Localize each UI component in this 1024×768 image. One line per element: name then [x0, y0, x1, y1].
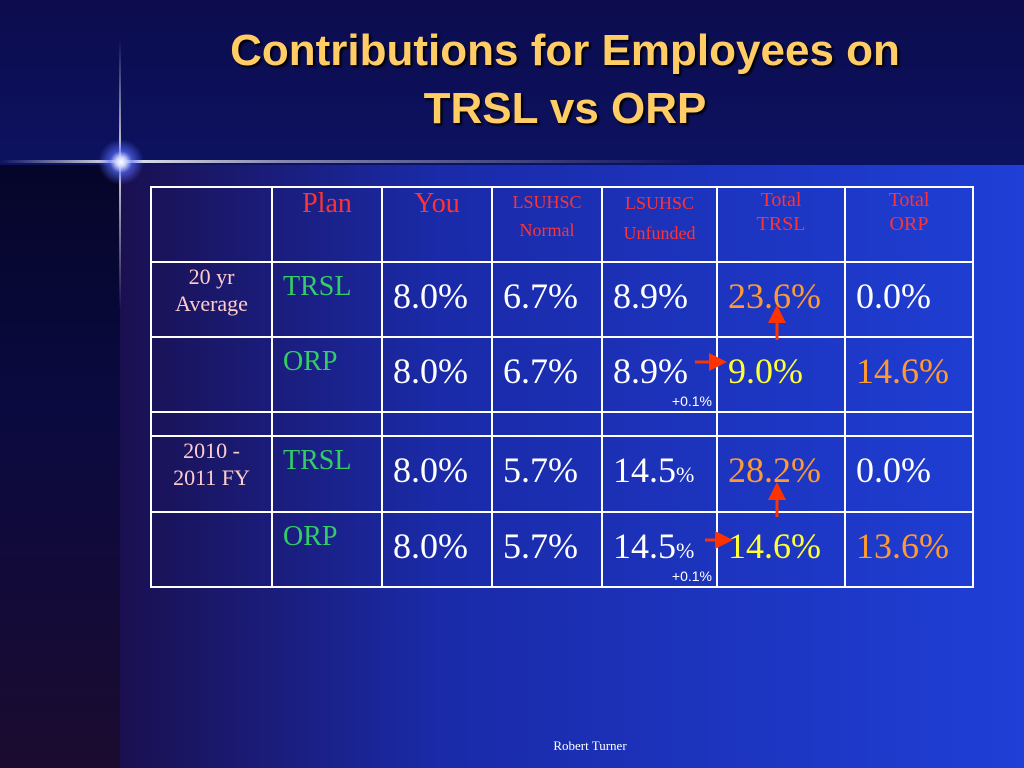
header-total-trsl: Total TRSL	[716, 186, 846, 263]
unfunded-value: 14.5	[613, 526, 676, 566]
plan-cell: ORP	[271, 511, 383, 588]
table-header-row: Plan You LSUHSC Normal LSUHSC Unfunded T…	[150, 186, 974, 263]
plan-cell: ORP	[271, 336, 383, 413]
unfunded-cell: 14.5%	[601, 435, 718, 513]
spacer-cell	[271, 411, 383, 437]
unfunded-value: 8.9%	[613, 351, 688, 391]
unfunded-cell: 8.9% +0.1%	[601, 336, 718, 413]
spacer-cell	[844, 411, 974, 437]
slide-title-line1: Contributions for Employees on	[230, 26, 900, 75]
table-row: ORP 8.0% 6.7% 8.9% +0.1% 9.0% 14.6%	[150, 336, 974, 413]
total-orp-cell: 0.0%	[844, 435, 974, 513]
header-lsuhsc-normal: LSUHSC Normal	[491, 186, 603, 263]
spacer-row	[150, 411, 974, 437]
total-trsl-cell: 28.2%	[716, 435, 846, 513]
total-orp-cell: 14.6%	[844, 336, 974, 413]
star-flare-icon	[98, 139, 144, 185]
unfunded-cell: 8.9%	[601, 261, 718, 338]
unfunded-percent-sign: %	[676, 538, 695, 563]
you-cell: 8.0%	[381, 511, 493, 588]
header-lsuhsc-unfunded-line2: Unfunded	[623, 223, 696, 243]
slide-footer-author: Robert Turner	[553, 738, 627, 753]
unfunded-percent-sign: %	[676, 462, 695, 487]
total-trsl-cell: 14.6%	[716, 511, 846, 588]
table-row: ORP 8.0% 5.7% 14.5% +0.1% 14.6% 13.6%	[150, 511, 974, 588]
row-group-empty-cell	[150, 511, 273, 588]
horizontal-light-streak	[0, 160, 700, 163]
normal-cell: 6.7%	[491, 261, 603, 338]
contributions-table: Plan You LSUHSC Normal LSUHSC Unfunded T…	[150, 186, 974, 588]
header-lsuhsc-normal-line2: Normal	[519, 220, 575, 240]
unfunded-value: 14.5	[613, 450, 676, 490]
row-group-label-line1: 20 yr	[188, 264, 235, 289]
header-total-orp-line1: Total	[888, 189, 930, 211]
header-plan: Plan	[271, 186, 383, 263]
spacer-cell	[716, 411, 846, 437]
header-total-orp-line2: ORP	[889, 213, 929, 235]
row-group-label: 20 yr Average	[150, 261, 273, 338]
spacer-cell	[601, 411, 718, 437]
unfunded-cell: 14.5% +0.1%	[601, 511, 718, 588]
row-group-empty-cell	[150, 336, 273, 413]
delta-note: +0.1%	[671, 568, 712, 584]
row-group-label: 2010 - 2011 FY	[150, 435, 273, 513]
you-cell: 8.0%	[381, 435, 493, 513]
table-row: 2010 - 2011 FY TRSL 8.0% 5.7% 14.5% 28.2…	[150, 435, 974, 513]
total-orp-cell: 0.0%	[844, 261, 974, 338]
slide-title-line2: TRSL vs ORP	[423, 84, 707, 133]
header-total-trsl-line2: TRSL	[756, 213, 806, 235]
you-cell: 8.0%	[381, 261, 493, 338]
total-orp-cell: 13.6%	[844, 511, 974, 588]
header-total-trsl-line1: Total	[760, 189, 802, 211]
header-total-orp: Total ORP	[844, 186, 974, 263]
background-left-panel	[0, 165, 120, 768]
row-group-label-line2: 2011 FY	[173, 465, 250, 490]
total-trsl-cell: 9.0%	[716, 336, 846, 413]
header-empty-cell	[150, 186, 273, 263]
total-trsl-cell: 23.6%	[716, 261, 846, 338]
spacer-cell	[381, 411, 493, 437]
normal-cell: 6.7%	[491, 336, 603, 413]
row-group-label-line2: Average	[175, 291, 248, 316]
you-cell: 8.0%	[381, 336, 493, 413]
header-you: You	[381, 186, 493, 263]
spacer-cell	[491, 411, 603, 437]
header-lsuhsc-unfunded: LSUHSC Unfunded	[601, 186, 718, 263]
spacer-cell	[150, 411, 273, 437]
plan-cell: TRSL	[271, 261, 383, 338]
table-row: 20 yr Average TRSL 8.0% 6.7% 8.9% 23.6% …	[150, 261, 974, 338]
row-group-label-line1: 2010 -	[183, 438, 240, 463]
background-top	[0, 0, 1024, 165]
plan-cell: TRSL	[271, 435, 383, 513]
normal-cell: 5.7%	[491, 511, 603, 588]
slide-title: Contributions for Employees on TRSL vs O…	[130, 22, 1000, 138]
delta-note: +0.1%	[671, 393, 712, 409]
header-lsuhsc-unfunded-line1: LSUHSC	[624, 193, 695, 213]
header-lsuhsc-normal-line1: LSUHSC	[512, 192, 582, 212]
normal-cell: 5.7%	[491, 435, 603, 513]
